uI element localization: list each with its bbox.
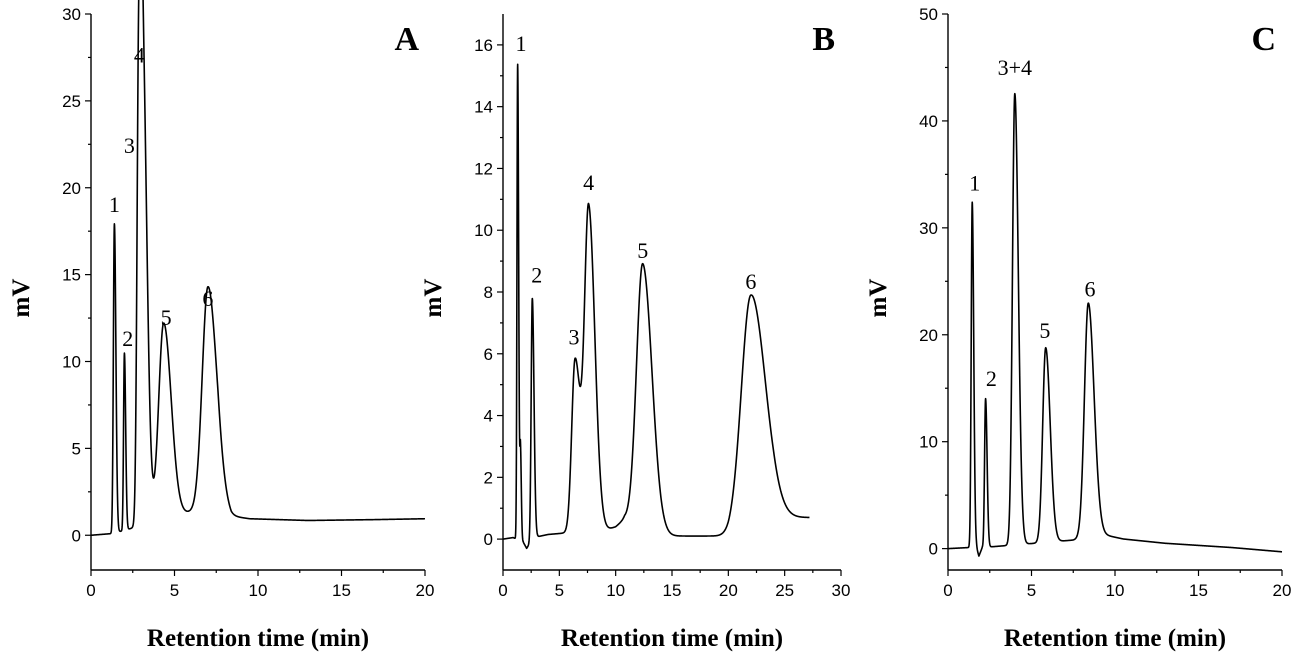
x-tick-label: 5 bbox=[1027, 581, 1036, 600]
x-axis-title: Retention time (min) bbox=[561, 625, 783, 652]
y-tick-label: 16 bbox=[474, 36, 493, 55]
y-tick-label: 2 bbox=[484, 468, 493, 487]
x-tick-label: 0 bbox=[498, 581, 507, 600]
y-tick-label: 6 bbox=[484, 345, 493, 364]
peak-label: 3 bbox=[568, 325, 579, 350]
peak-label: 1 bbox=[516, 31, 527, 56]
panel-letter: B bbox=[812, 21, 835, 58]
y-tick-label: 15 bbox=[62, 266, 81, 285]
peak-label: 1 bbox=[109, 192, 120, 217]
x-tick-label: 5 bbox=[170, 581, 179, 600]
x-tick-label: 30 bbox=[832, 581, 851, 600]
y-tick-label: 10 bbox=[919, 433, 938, 452]
peak-label: 6 bbox=[1084, 276, 1095, 301]
peak-label: 4 bbox=[134, 43, 145, 68]
x-tick-label: 25 bbox=[775, 581, 794, 600]
y-tick-label: 10 bbox=[62, 353, 81, 372]
y-tick-label: 0 bbox=[72, 526, 81, 545]
y-tick-label: 12 bbox=[474, 159, 493, 178]
peak-label: 5 bbox=[1039, 318, 1050, 343]
y-tick-label: 5 bbox=[72, 439, 81, 458]
x-tick-label: 15 bbox=[1189, 581, 1208, 600]
x-axis-title: Retention time (min) bbox=[147, 625, 369, 652]
peak-label: 6 bbox=[202, 286, 213, 311]
y-tick-label: 25 bbox=[62, 92, 81, 111]
peak-label: 5 bbox=[637, 238, 648, 263]
x-tick-label: 15 bbox=[332, 581, 351, 600]
y-tick-label: 14 bbox=[474, 98, 493, 117]
x-tick-label: 15 bbox=[663, 581, 682, 600]
peak-label: 4 bbox=[583, 170, 594, 195]
peak-label: 3 bbox=[124, 133, 135, 158]
panel-letter: A bbox=[394, 21, 419, 58]
peak-label: 2 bbox=[986, 366, 997, 391]
x-axis-title: Retention time (min) bbox=[1004, 625, 1226, 652]
x-tick-label: 20 bbox=[416, 581, 435, 600]
y-tick-label: 4 bbox=[484, 407, 493, 426]
x-tick-label: 10 bbox=[1106, 581, 1125, 600]
panel-letter: C bbox=[1251, 21, 1276, 58]
x-tick-label: 0 bbox=[943, 581, 952, 600]
peak-label: 5 bbox=[161, 305, 172, 330]
y-tick-label: 20 bbox=[62, 179, 81, 198]
y-axis-title: mV bbox=[865, 279, 892, 318]
chromatogram-trace bbox=[947, 92, 1283, 557]
x-tick-label: 20 bbox=[1273, 581, 1292, 600]
peak-label: 2 bbox=[531, 263, 542, 288]
y-tick-label: 30 bbox=[62, 5, 81, 24]
y-axis-title: mV bbox=[8, 279, 35, 318]
chromatogram-trace bbox=[502, 63, 811, 550]
y-tick-label: 30 bbox=[919, 219, 938, 238]
y-tick-label: 20 bbox=[919, 326, 938, 345]
x-tick-label: 5 bbox=[555, 581, 564, 600]
y-tick-label: 8 bbox=[484, 283, 493, 302]
y-tick-label: 10 bbox=[474, 221, 493, 240]
x-tick-label: 10 bbox=[606, 581, 625, 600]
y-tick-label: 0 bbox=[484, 530, 493, 549]
y-tick-label: 40 bbox=[919, 112, 938, 131]
peak-label: 1 bbox=[969, 170, 980, 195]
y-tick-label: 50 bbox=[919, 5, 938, 24]
peak-label: 3+4 bbox=[998, 55, 1032, 80]
y-tick-label: 0 bbox=[929, 540, 938, 559]
peak-label: 6 bbox=[745, 269, 756, 294]
chromatogram-trace bbox=[90, 0, 426, 537]
y-axis-title: mV bbox=[420, 279, 447, 318]
x-tick-label: 20 bbox=[719, 581, 738, 600]
x-tick-label: 0 bbox=[86, 581, 95, 600]
x-tick-label: 10 bbox=[249, 581, 268, 600]
peak-label: 2 bbox=[122, 326, 133, 351]
